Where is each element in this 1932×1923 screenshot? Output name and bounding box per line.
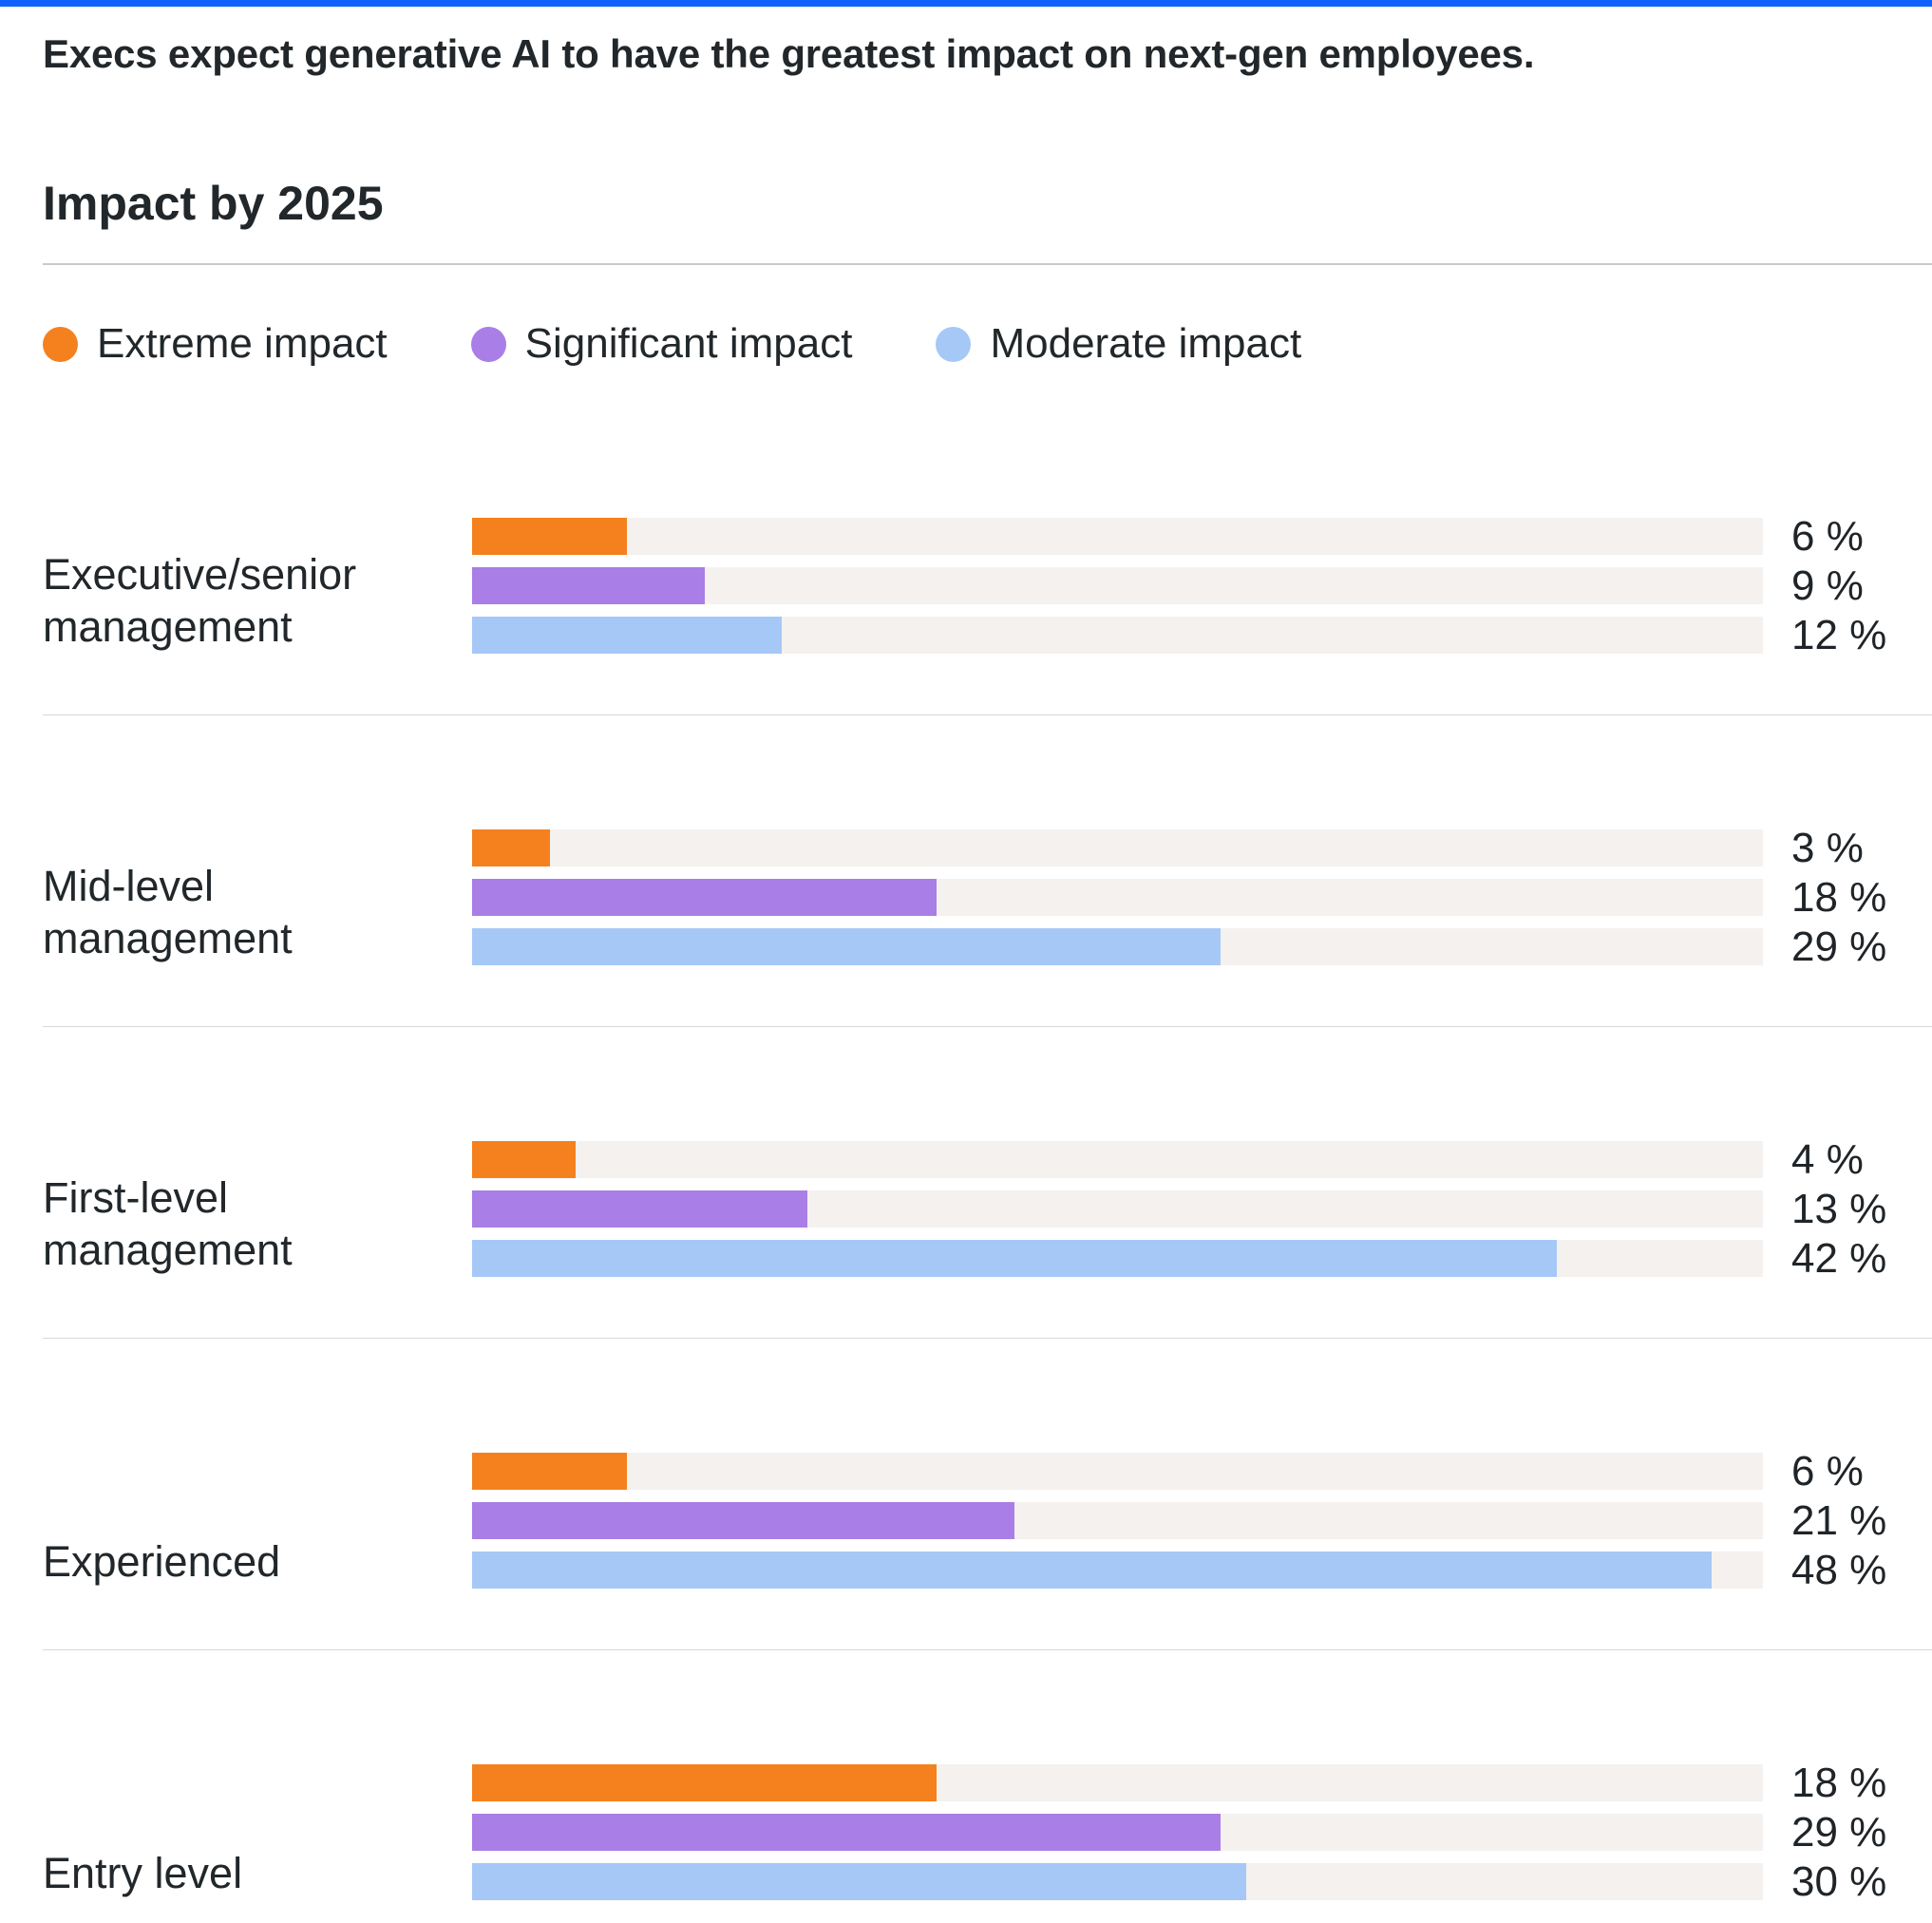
bar-value: 48 %: [1791, 1547, 1887, 1593]
bar-track: [472, 1552, 1763, 1589]
category-group: Executive/senior management 6 % 9 % 12 %: [43, 404, 1932, 714]
bar-line: 4 %: [472, 1136, 1932, 1183]
bar-value: 29 %: [1791, 923, 1887, 970]
bar-track: [472, 1764, 1763, 1801]
bar-value: 21 %: [1791, 1497, 1887, 1544]
bar-fill: [472, 567, 705, 604]
chart-legend: Extreme impact Significant impact Modera…: [43, 320, 1932, 368]
category-group: Mid-level management 3 % 18 % 29 %: [43, 714, 1932, 1026]
bar-line: 6 %: [472, 513, 1932, 560]
bar-fill: [472, 617, 783, 654]
bar-fill: [472, 1453, 628, 1490]
legend-label: Significant impact: [524, 320, 853, 367]
legend-dot-icon: [936, 326, 972, 362]
category-group: Entry level 18 % 29 % 30 %: [43, 1649, 1932, 1923]
legend-label: Extreme impact: [97, 320, 388, 367]
title-divider: [43, 263, 1932, 265]
bar-track: [472, 879, 1763, 916]
bar-fill: [472, 1190, 808, 1228]
bar-line: 29 %: [472, 1809, 1932, 1856]
bar-line: 29 %: [472, 923, 1932, 970]
bar-track: [472, 1502, 1763, 1539]
row-label: Executive/senior management: [43, 550, 357, 652]
bar-fill: [472, 829, 550, 866]
bar-value: 12 %: [1791, 612, 1887, 658]
bar-value: 18 %: [1791, 1760, 1887, 1806]
category-group: Experienced 6 % 21 % 48 %: [43, 1338, 1932, 1649]
row-label: Mid-level management: [43, 862, 293, 963]
legend-dot-icon: [43, 326, 78, 362]
bar-value: 29 %: [1791, 1809, 1887, 1856]
bar-value: 4 %: [1791, 1136, 1864, 1183]
bar-fill: [472, 1141, 576, 1178]
bar-track: [472, 1141, 1763, 1178]
bar-fill: [472, 1552, 1712, 1589]
bar-chart: Executive/senior management 6 % 9 % 12 % M…: [43, 404, 1932, 1923]
bar-track: [472, 617, 1763, 654]
bar-value: 9 %: [1791, 562, 1864, 609]
bar-line: 12 %: [472, 612, 1932, 658]
legend-item-significant-impact: Significant impact: [470, 320, 853, 368]
bar-line: 42 %: [472, 1235, 1932, 1282]
bar-fill: [472, 1814, 1222, 1851]
bar-line: 18 %: [472, 874, 1932, 921]
bar-track: [472, 1190, 1763, 1228]
row-label: Entry level: [43, 1849, 243, 1898]
bar-value: 6 %: [1791, 1448, 1864, 1495]
section-title: Impact by 2025: [43, 177, 384, 230]
bar-value: 13 %: [1791, 1186, 1887, 1232]
legend-dot-icon: [470, 326, 506, 362]
bar-list: 18 % 29 % 30 %: [472, 1760, 1932, 1905]
content: Execs expect generative AI to have the g…: [0, 31, 1932, 1923]
bar-value: 30 %: [1791, 1858, 1887, 1905]
bar-fill: [472, 928, 1222, 965]
bar-fill: [472, 518, 628, 555]
bar-value: 3 %: [1791, 825, 1864, 871]
bar-list: 3 % 18 % 29 %: [472, 825, 1932, 970]
bar-fill: [472, 879, 938, 916]
bar-track: [472, 928, 1763, 965]
bar-fill: [472, 1863, 1247, 1900]
bar-line: 13 %: [472, 1186, 1932, 1232]
bar-fill: [472, 1502, 1014, 1539]
row-label: Experienced: [43, 1537, 281, 1587]
bar-track: [472, 567, 1763, 604]
legend-label: Moderate impact: [990, 320, 1302, 367]
bar-value: 6 %: [1791, 513, 1864, 560]
legend-item-extreme-impact: Extreme impact: [43, 320, 388, 368]
bar-line: 3 %: [472, 825, 1932, 871]
bar-value: 42 %: [1791, 1235, 1887, 1282]
bar-fill: [472, 1240, 1557, 1277]
bar-line: 18 %: [472, 1760, 1932, 1806]
bar-list: 6 % 21 % 48 %: [472, 1448, 1932, 1593]
legend-item-moderate-impact: Moderate impact: [936, 320, 1301, 368]
bar-track: [472, 1863, 1763, 1900]
bar-line: 30 %: [472, 1858, 1932, 1905]
bar-line: 9 %: [472, 562, 1932, 609]
bar-fill: [472, 1764, 938, 1801]
bar-line: 6 %: [472, 1448, 1932, 1495]
bar-track: [472, 1453, 1763, 1490]
bar-value: 18 %: [1791, 874, 1887, 921]
bar-track: [472, 1240, 1763, 1277]
bar-line: 21 %: [472, 1497, 1932, 1544]
bar-track: [472, 829, 1763, 866]
headline: Execs expect generative AI to have the g…: [43, 31, 1535, 76]
bar-line: 48 %: [472, 1547, 1932, 1593]
bar-list: 4 % 13 % 42 %: [472, 1136, 1932, 1282]
row-label: First-level management: [43, 1173, 293, 1275]
bar-list: 6 % 9 % 12 %: [472, 513, 1932, 658]
category-group: First-level management 4 % 13 % 42 %: [43, 1026, 1932, 1338]
bar-track: [472, 1814, 1763, 1851]
bar-track: [472, 518, 1763, 555]
